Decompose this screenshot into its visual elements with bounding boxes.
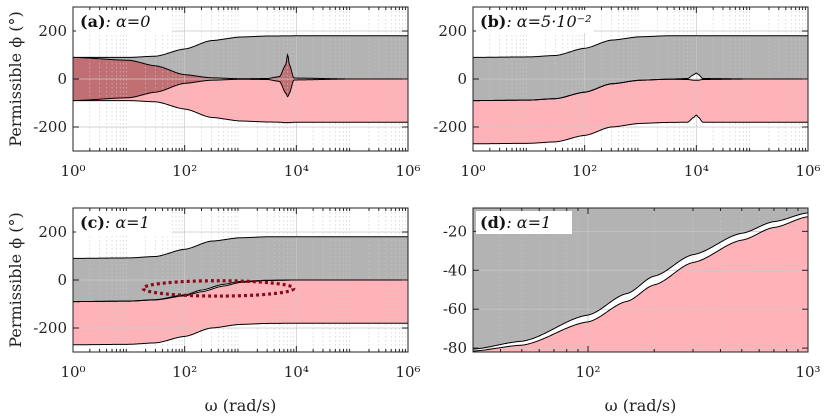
- y-tick-label: 200: [38, 22, 67, 40]
- series-line-0: [73, 35, 408, 58]
- admissible-region-upper: [473, 208, 808, 350]
- x-tick-label: 10⁴: [684, 162, 709, 180]
- ticks: [72, 7, 409, 151]
- y-tick-label: -200: [33, 118, 67, 136]
- y-tick-label: 0: [57, 70, 67, 88]
- x-tick-label: 10⁶: [395, 162, 420, 180]
- ticks: [472, 7, 809, 151]
- series-line-0: [73, 236, 408, 259]
- panel-label-text: (c): α=1: [80, 213, 150, 232]
- panel-d: 10² 10³ -20 -40 -60 -80 (d): α=1 ω (rad/s): [443, 207, 821, 415]
- x-tick-label: 10⁴: [284, 162, 309, 180]
- admissible-region-upper: [473, 35, 808, 101]
- series-line-3: [473, 114, 808, 145]
- panel-label-parameter: : α=1: [105, 213, 150, 232]
- admissible-region-upper: [73, 35, 408, 79]
- panel-c: 10⁰ 10² 10⁴ 10⁶ 200 0 -200 (c): α=1 Permissible …: [6, 207, 421, 415]
- x-tick-label: 10³: [795, 363, 820, 381]
- panel-label-letter: (c): [80, 213, 105, 232]
- panel-b: 10⁰ 10² 10⁴ 10⁶ 200 0 -200 (b): α=5·10⁻²: [433, 6, 821, 180]
- y-tick-label: 0: [57, 271, 67, 289]
- ticks: [72, 208, 409, 352]
- panel-label-background: [476, 10, 594, 33]
- panel-label: (c): α=1: [76, 211, 172, 234]
- fills: [473, 208, 808, 352]
- y-axis-title: Permissible ϕ (°): [6, 212, 25, 347]
- curves: [73, 35, 408, 124]
- series-line-0: [473, 212, 808, 350]
- panel-label-parameter: : α=5·10⁻²: [506, 12, 591, 31]
- x-tick-label: 10⁰: [60, 363, 85, 381]
- y-tick-label: -200: [33, 319, 67, 337]
- y-tick-label: -60: [443, 300, 467, 318]
- ticks: [473, 208, 809, 352]
- x-tick-label: 10²: [172, 363, 197, 381]
- panel-label-parameter: : α=0: [106, 12, 151, 31]
- series-line-3: [73, 100, 408, 124]
- x-tick-label: 10⁶: [795, 162, 820, 180]
- y-tick-label: 0: [457, 70, 467, 88]
- series-line-2: [73, 78, 408, 102]
- x-tick-label: 10²: [572, 162, 597, 180]
- y-tick-label: 200: [38, 223, 67, 241]
- panel-label: (a): α=0: [76, 10, 172, 33]
- panel-label-text: (b): α=5·10⁻²: [480, 12, 592, 31]
- series-line-0: [473, 35, 808, 58]
- highlight-ellipse: [141, 279, 296, 298]
- x-tick-label: 10⁴: [284, 363, 309, 381]
- admissible-region-lower: [473, 79, 808, 144]
- series-line-1: [473, 216, 808, 352]
- x-axis-title: ω (rad/s): [205, 396, 277, 415]
- series-line-2: [73, 279, 408, 303]
- panel-label-letter: (d): [480, 213, 506, 232]
- x-tick-label: 10⁰: [60, 162, 85, 180]
- panel-label-background: [76, 211, 172, 234]
- y-tick-label: -20: [443, 222, 467, 240]
- y-axis-title: Permissible ϕ (°): [6, 11, 25, 146]
- x-tick-label: 10⁰: [460, 162, 485, 180]
- panel-label-background: [476, 211, 572, 234]
- admissible-region-lower: [473, 216, 808, 352]
- y-tick-label: -40: [443, 261, 467, 279]
- x-tick-label: 10⁶: [395, 363, 420, 381]
- panel-a: 10⁰ 10² 10⁴ 10⁶ 200 0 -200 (a): α=0 Permissible …: [6, 6, 421, 180]
- panel-label: (b): α=5·10⁻²: [476, 10, 594, 33]
- panel-label-text: (a): α=0: [80, 12, 150, 31]
- panel-label-text: (d): α=1: [480, 213, 551, 232]
- panel-label-letter: (a): [80, 12, 106, 31]
- curves: [73, 236, 408, 346]
- panel-label-letter: (b): [480, 12, 506, 31]
- admissible-region-lower: [73, 79, 408, 123]
- y-tick-label: 200: [438, 22, 467, 40]
- admissible-region-upper: [73, 236, 408, 302]
- series-line-2: [473, 78, 808, 102]
- x-axis-title: ω (rad/s): [605, 396, 677, 415]
- panel-label-background: [76, 10, 172, 33]
- fills: [473, 35, 808, 144]
- curves: [473, 212, 808, 352]
- x-tick-label: 10²: [172, 162, 197, 180]
- curves: [473, 35, 808, 145]
- panel-label: (d): α=1: [476, 211, 572, 234]
- y-tick-label: -200: [433, 118, 467, 136]
- fills: [73, 236, 408, 345]
- panel-label-parameter: : α=1: [506, 213, 551, 232]
- series-line-3: [73, 322, 408, 346]
- x-tick-label: 10²: [575, 363, 600, 381]
- axes-frame: [472, 207, 809, 353]
- y-tick-label: -80: [443, 339, 467, 357]
- admissible-region-lower: [73, 280, 408, 345]
